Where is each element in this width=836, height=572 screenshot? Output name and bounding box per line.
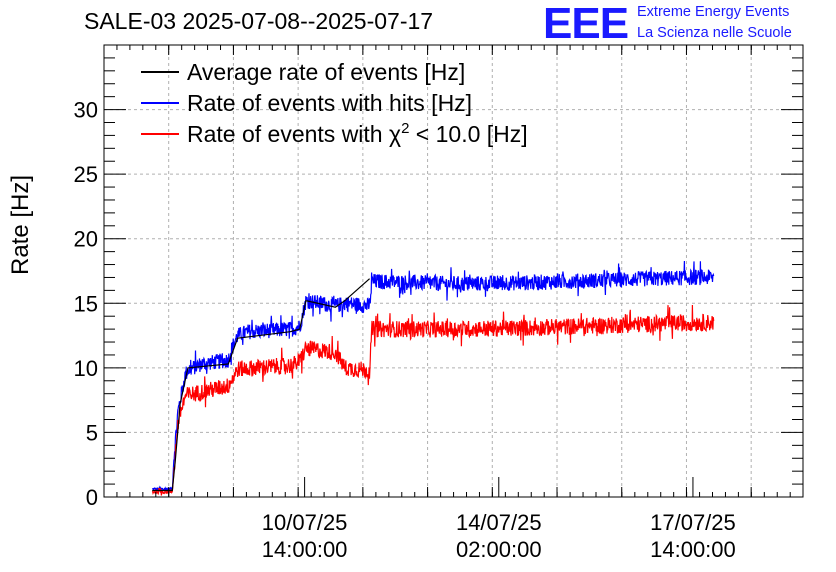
y-tick-label-15: 15 (74, 291, 98, 316)
legend-label-hits: Rate of events with hits [Hz] (187, 90, 472, 116)
grid-lines (104, 45, 803, 497)
legend: Average rate of events [Hz] Rate of even… (141, 59, 528, 147)
chart-title: SALE-03 2025-07-08--2025-07-17 (84, 8, 434, 34)
x-tick-label-date-1: 14/07/25 (456, 510, 542, 535)
y-tick-label-0: 0 (86, 485, 98, 510)
logo-subtitle-1: Extreme Energy Events (637, 4, 790, 20)
series-line-2 (151, 304, 715, 496)
plot-series (151, 260, 715, 496)
y-tick-label-10: 10 (74, 356, 98, 381)
eee-logo: EEE (543, 0, 629, 48)
logo-subtitle-2: La Scienza nelle Scuole (637, 25, 792, 41)
legend-chi2-prefix: Rate of events with χ (187, 121, 401, 147)
x-tick-label-date-0: 10/07/25 (262, 510, 348, 535)
legend-chi2-suffix: < 10.0 [Hz] (409, 121, 527, 147)
x-tick-label-time-0: 14:00:00 (262, 537, 348, 562)
y-tick-label-20: 20 (74, 227, 98, 252)
x-tick-label-time-1: 02:00:00 (456, 537, 542, 562)
legend-label-chi2: Rate of events with χ2 < 10.0 [Hz] (187, 120, 528, 147)
x-tick-label-time-2: 14:00:00 (650, 537, 736, 562)
plot-frame (103, 44, 804, 498)
series-line-0 (152, 278, 370, 492)
series-line-1 (152, 260, 715, 493)
legend-chi2-superscript: 2 (401, 120, 409, 137)
y-tick-label-25: 25 (74, 162, 98, 187)
x-tick-label-date-2: 17/07/25 (650, 510, 736, 535)
legend-label-average: Average rate of events [Hz] (187, 59, 465, 85)
y-tick-label-30: 30 (74, 98, 98, 123)
axes: 05101520253010/07/2514:00:0014/07/2502:0… (74, 44, 804, 562)
y-tick-label-5: 5 (86, 420, 98, 445)
